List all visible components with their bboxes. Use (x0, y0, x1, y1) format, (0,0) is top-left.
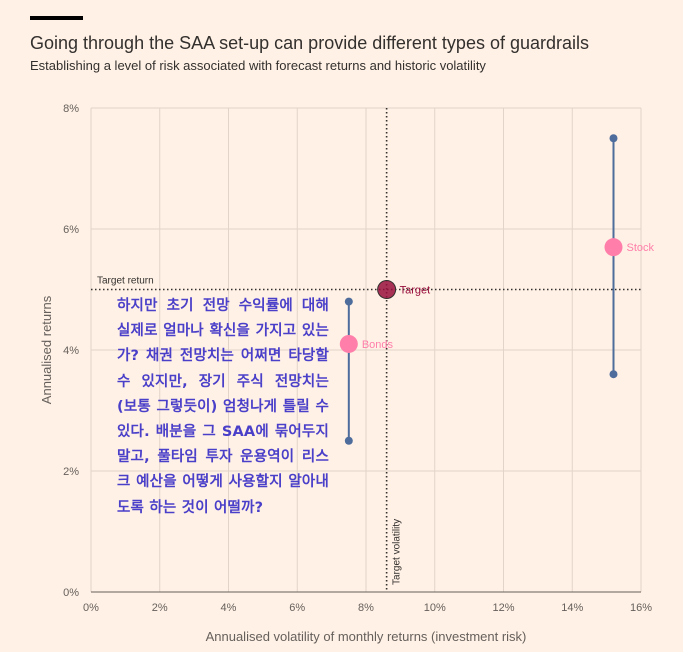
data-marks: Bonds Stock Target (339, 134, 655, 445)
bonds-high-dot (344, 297, 353, 306)
y-tick-label: 0% (63, 587, 79, 599)
stock-label: Stock (627, 242, 655, 254)
y-tick-label: 6% (63, 224, 79, 236)
chart-subtitle: Establishing a level of risk associated … (30, 58, 486, 73)
target-point (377, 280, 397, 299)
bonds-point (339, 334, 358, 353)
x-tick-label: 4% (221, 602, 237, 614)
axis-ticks: 0% 2% 4% 6% 8% 10% 12% 14% 16% 0% 2% 4% 6% 8% (63, 103, 652, 614)
target-label: Target (400, 285, 431, 297)
chart-title: Going through the SAA set-up can provide… (30, 33, 590, 53)
x-tick-label: 0% (83, 602, 99, 614)
target-volatility-label: Target volatility (392, 519, 403, 585)
x-tick-label: 10% (424, 602, 446, 614)
bonds-low-dot (344, 436, 353, 445)
y-tick-label: 2% (63, 466, 79, 478)
target-return-label: Target return (97, 276, 154, 287)
stock-point (604, 238, 623, 257)
bonds-label: Bonds (362, 339, 394, 351)
overlay-annotation-text: 하지만 초기 전망 수익률에 대해 실제로 얼마나 확신을 가지고 있는가? 채… (117, 298, 329, 516)
x-tick-label: 6% (289, 602, 305, 614)
x-tick-label: 12% (492, 602, 514, 614)
target-lines: Target return Target volatility (91, 108, 641, 592)
x-tick-label: 8% (358, 602, 374, 614)
y-tick-label: 8% (63, 103, 79, 115)
x-axis-title: Annualised volatility of monthly returns… (206, 629, 527, 644)
y-tick-label: 4% (63, 345, 79, 357)
stock-low-dot (609, 370, 618, 379)
stock-high-dot (609, 134, 618, 143)
x-tick-label: 2% (152, 602, 168, 614)
title-accent-rule (30, 16, 83, 20)
y-axis-title: Annualised returns (39, 295, 54, 404)
x-tick-label: 16% (630, 602, 652, 614)
grid-lines (90, 107, 642, 593)
x-tick-label: 14% (561, 602, 583, 614)
